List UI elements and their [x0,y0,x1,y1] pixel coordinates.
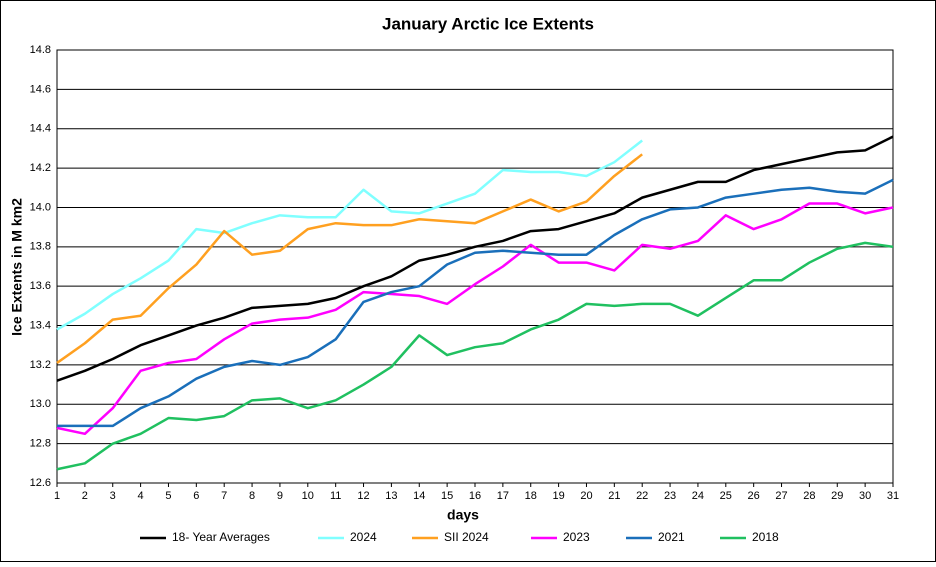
x-tick-label: 1 [54,490,60,502]
y-tick-label: 13.8 [30,241,51,253]
x-tick-label: 6 [193,490,199,502]
y-tick-label: 14.2 [30,162,51,174]
x-tick-label: 21 [608,490,620,502]
x-tick-label: 11 [330,490,341,502]
y-tick-label: 12.6 [30,477,51,489]
y-tick-label: 13.0 [30,398,51,410]
x-tick-label: 31 [887,490,899,502]
x-tick-label: 28 [803,490,815,502]
x-tick-label: 27 [775,490,787,502]
x-tick-label: 23 [664,490,676,502]
x-tick-label: 3 [110,490,116,502]
x-tick-label: 19 [552,490,564,502]
x-tick-label: 7 [221,490,227,502]
legend-label: 18- Year Averages [172,530,270,544]
x-tick-label: 14 [413,490,425,502]
legend-label: 2018 [752,530,779,544]
y-tick-label: 12.8 [30,438,51,450]
y-tick-label: 14.6 [30,83,51,95]
y-tick-label: 13.2 [30,359,51,371]
x-tick-label: 20 [580,490,592,502]
x-tick-label: 30 [859,490,871,502]
series-line [56,202,894,436]
legend-label: 2021 [658,530,685,544]
y-tick-label: 14.8 [30,44,51,56]
x-tick-label: 24 [692,490,704,502]
series-line [56,139,643,331]
x-tick-label: 26 [748,490,760,502]
legend-label: 2023 [563,530,590,544]
x-tick-label: 15 [441,490,453,502]
plot-area [56,49,894,484]
x-tick-label: 12 [357,490,369,502]
x-tick-label: 13 [385,490,397,502]
y-tick-label: 14.0 [30,201,51,213]
x-tick-label: 8 [249,490,255,502]
x-axis-label: days [447,507,479,523]
series-line [56,153,643,364]
legend-label: SII 2024 [444,530,489,544]
y-tick-label: 14.4 [30,123,51,135]
x-tick-label: 9 [277,490,283,502]
legend-label: 2024 [350,530,377,544]
y-tick-label: 13.6 [30,280,51,292]
series-line [57,178,894,428]
x-tick-label: 5 [165,490,171,502]
x-tick-label: 22 [636,490,648,502]
x-tick-label: 25 [720,490,732,502]
series-line [56,241,894,471]
series-line [56,135,894,382]
x-tick-label: 10 [302,490,314,502]
chart-title: January Arctic Ice Extents [382,14,594,33]
x-tick-label: 29 [831,490,843,502]
y-tick-label: 13.4 [30,319,51,331]
y-axis-label: Ice Extents in M km2 [9,198,25,336]
x-tick-label: 2 [82,490,88,502]
x-tick-label: 16 [469,490,481,502]
x-tick-label: 18 [525,490,537,502]
x-tick-label: 17 [497,490,509,502]
x-tick-label: 4 [138,490,144,502]
